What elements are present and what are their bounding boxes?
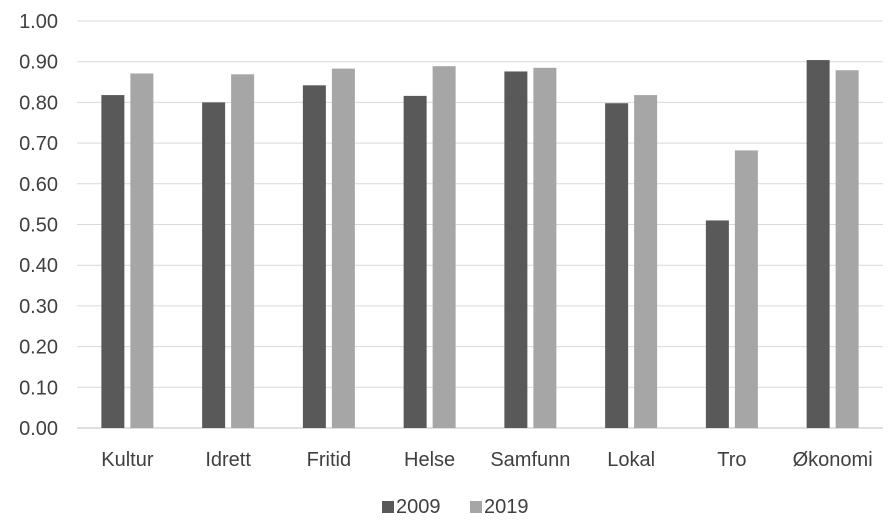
bar-2019-samfunn (533, 67, 557, 429)
y-axis: 0.00 0.10 0.20 0.30 0.40 0.50 0.60 0.70 0.80 0.90… (19, 11, 58, 440)
y-tick-label: 0.80 (19, 92, 58, 114)
bar-2019-tro (734, 150, 758, 428)
y-tick-label: 0.00 (19, 418, 58, 440)
bar-2009-tro (705, 220, 729, 428)
y-tick-label: 0.70 (19, 133, 58, 155)
x-tick-label: Fritid (307, 449, 351, 471)
y-tick-label: 0.90 (19, 52, 58, 74)
y-tick-label: 0.30 (19, 296, 58, 318)
gridlines (77, 20, 883, 429)
y-tick-label: 0.10 (19, 377, 58, 399)
bar-2019-lokal (634, 95, 658, 428)
x-axis: Kultur Idrett Fritid Helse Samfunn Lokal Tro Øk… (101, 449, 872, 471)
x-tick-label: Tro (717, 449, 746, 471)
x-tick-label: Kultur (101, 449, 154, 471)
bar-2009-idrett (202, 102, 226, 429)
bar-2019-idrett (231, 74, 255, 428)
legend-swatch-2009 (382, 501, 394, 513)
bar-2019-fritid (331, 68, 355, 428)
bar-2009-samfunn (504, 71, 528, 428)
bars (101, 60, 859, 429)
x-tick-label: Lokal (607, 449, 655, 471)
bar-2009-helse (403, 95, 427, 428)
legend: 2009 2019 (382, 496, 529, 518)
bar-2009-kultur (101, 95, 125, 428)
bar-2009-økonomi (806, 60, 830, 429)
bar-2019-økonomi (835, 70, 859, 428)
x-tick-label: Økonomi (793, 449, 873, 471)
y-tick-label: 0.20 (19, 337, 58, 359)
bar-2019-helse (432, 66, 456, 428)
y-tick-label: 0.40 (19, 255, 58, 277)
bar-2019-kultur (130, 73, 154, 429)
x-tick-label: Helse (404, 449, 455, 471)
y-tick-label: 1.00 (19, 11, 58, 33)
legend-label-2009: 2009 (396, 496, 441, 517)
x-tick-label: Samfunn (490, 449, 570, 471)
y-tick-label: 0.50 (19, 215, 58, 237)
bar-2009-fritid (302, 85, 326, 428)
x-tick-label: Idrett (205, 449, 251, 471)
legend-swatch-2019 (470, 501, 482, 513)
bar-2009-lokal (605, 103, 629, 429)
legend-label-2019: 2019 (484, 496, 529, 517)
y-tick-label: 0.60 (19, 174, 58, 196)
